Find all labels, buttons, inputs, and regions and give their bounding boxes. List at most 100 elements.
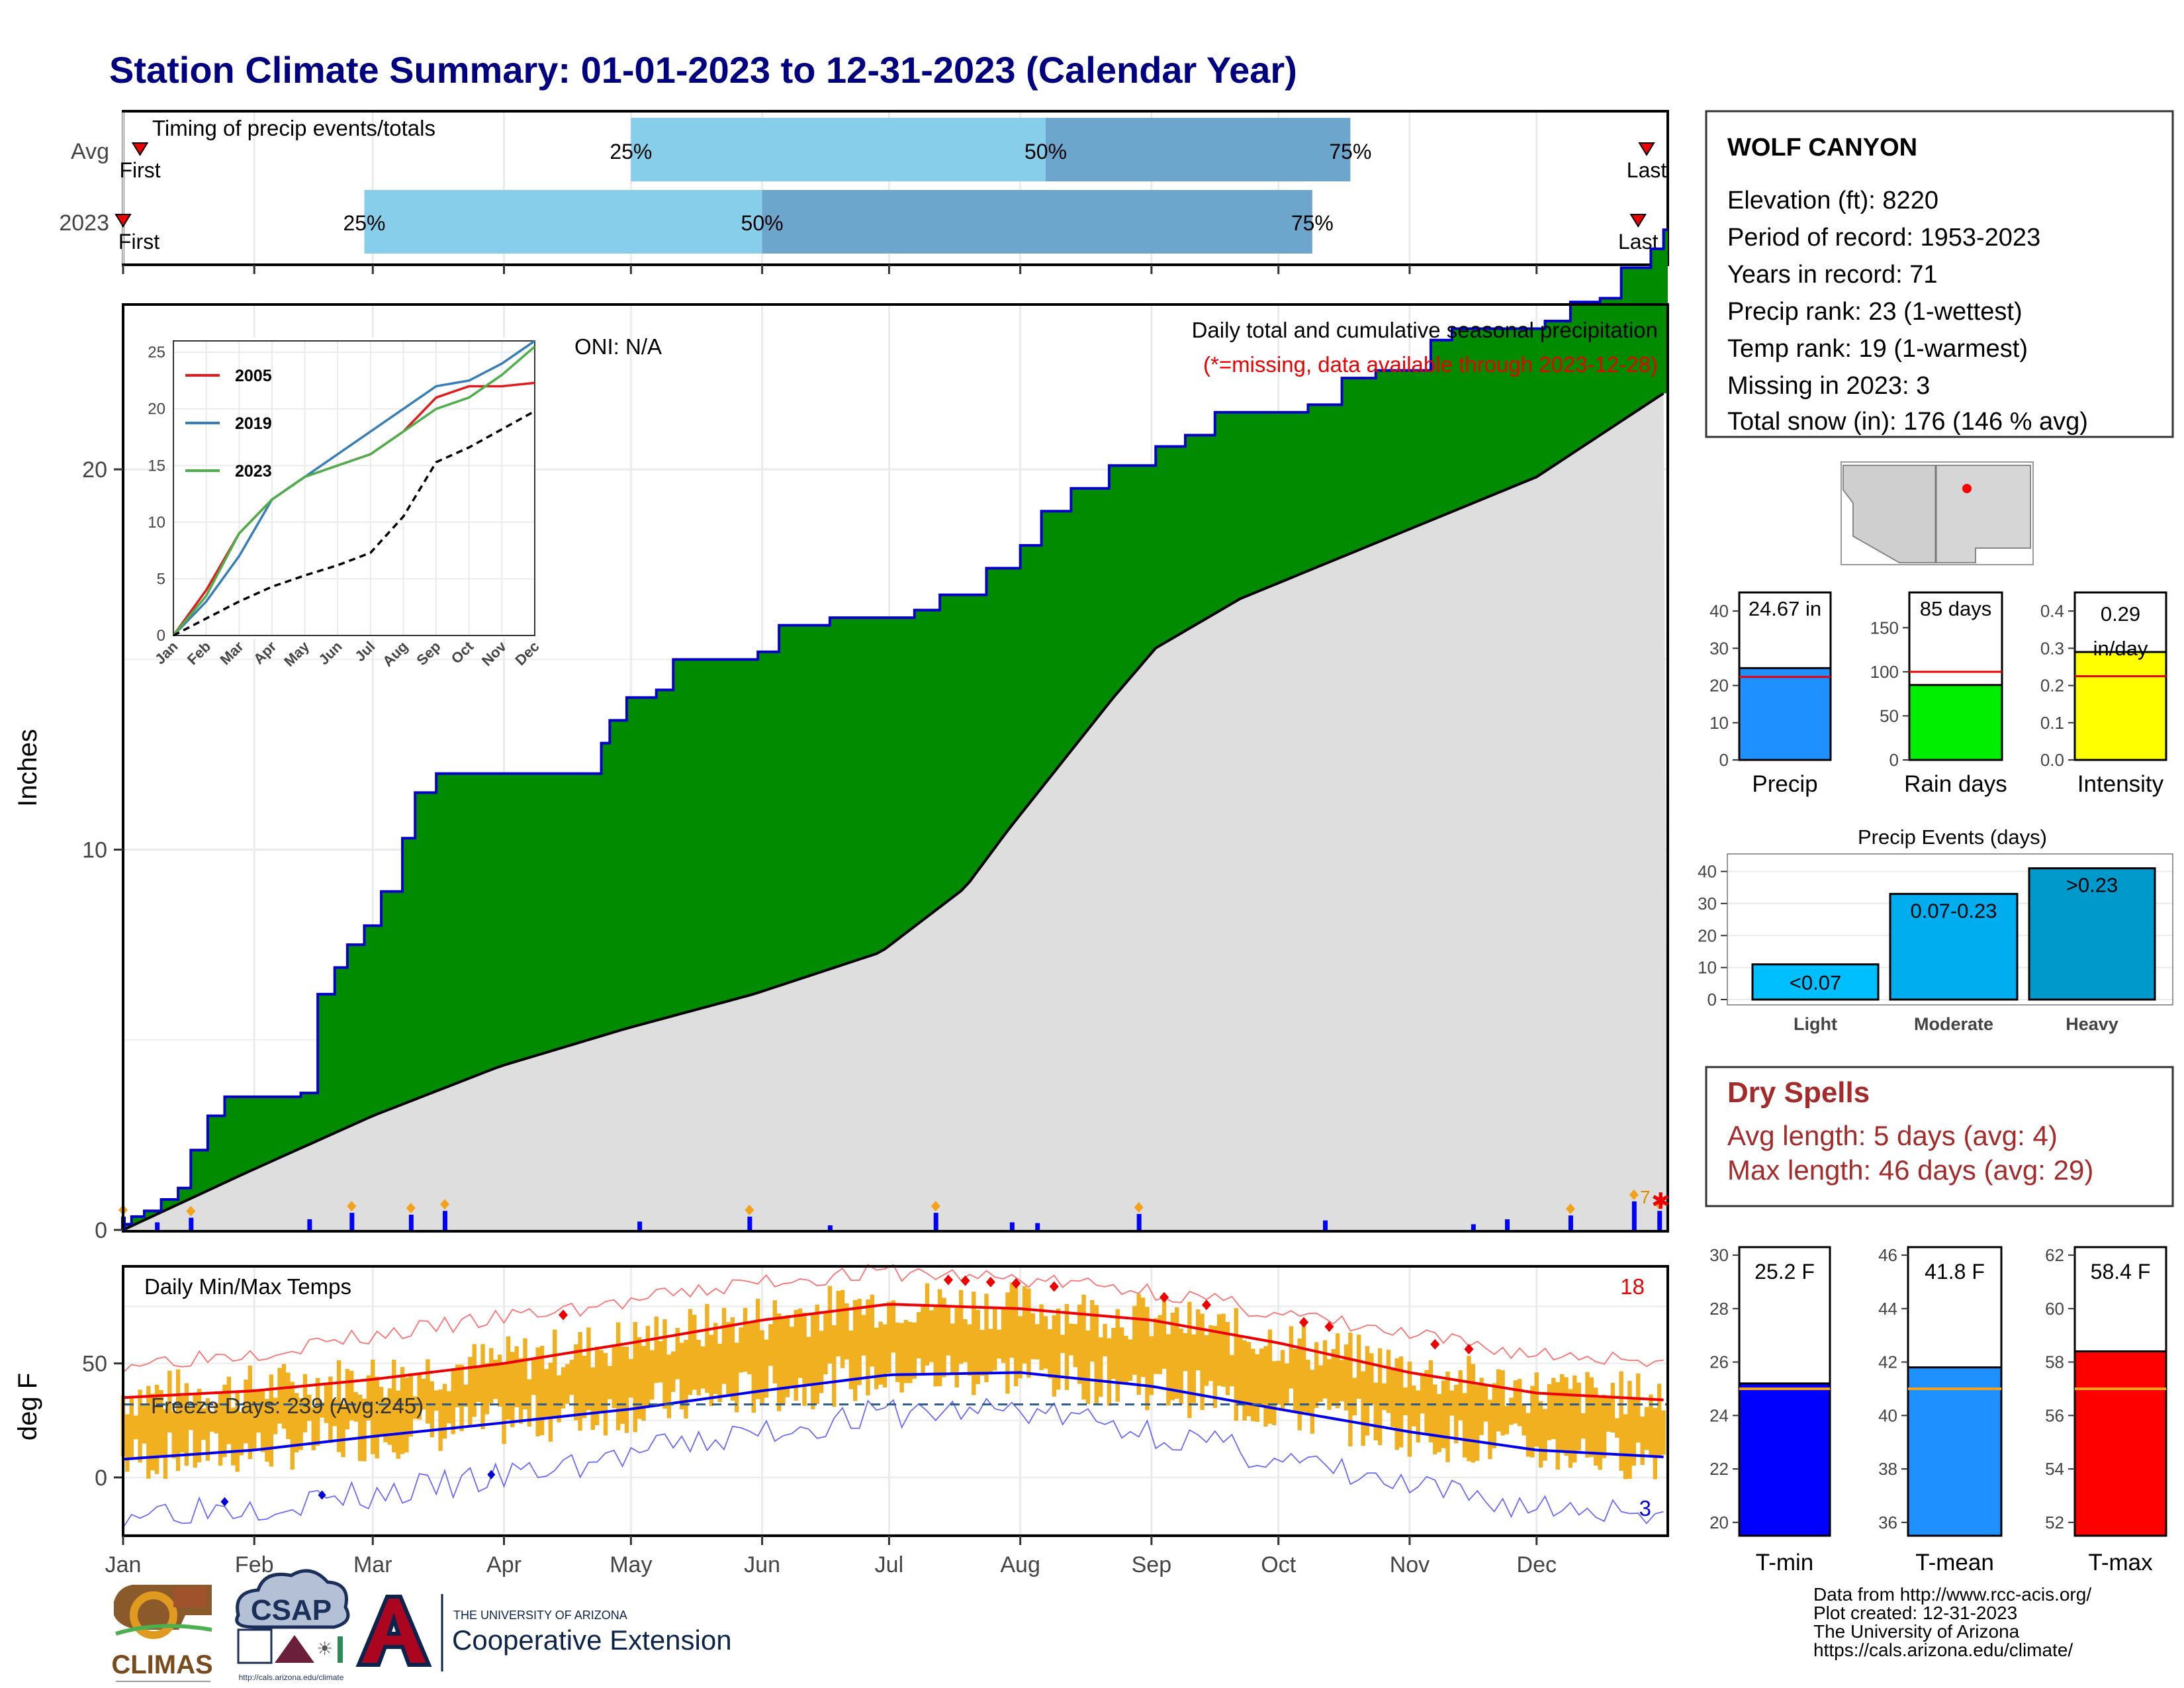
- snow-marker: [1134, 1201, 1144, 1213]
- month-label: Nov: [1390, 1552, 1430, 1577]
- events-frame: [1727, 853, 2173, 1006]
- temp-panel-title: Daily Min/Max Temps: [144, 1274, 351, 1299]
- daily-precip-bar: [1009, 1222, 1015, 1230]
- location-map: [1841, 461, 2034, 565]
- oni-label: ONI: N/A: [574, 334, 662, 359]
- snow-marker: [745, 1204, 754, 1215]
- svg-text:☀: ☀: [316, 1638, 333, 1659]
- events-tick-label: 20: [1698, 925, 1717, 945]
- new-mexico-shape: [1935, 465, 2031, 563]
- temp-bar-tick-label: 22: [1709, 1459, 1729, 1479]
- month-label: Aug: [1000, 1552, 1040, 1577]
- record-low-marker: [318, 1490, 326, 1500]
- record-high-marker: [1299, 1317, 1309, 1328]
- footer-line-3: The University of Arizona: [1813, 1621, 2020, 1642]
- csap-logo-url: http://cals.arizona.edu/climate: [239, 1673, 344, 1682]
- summary-bar-tick-label: 0.0: [2040, 750, 2064, 770]
- daily-precip-bar: [349, 1213, 355, 1230]
- temp-bar-tick-label: 30: [1709, 1245, 1729, 1265]
- summary-bar-value: 85 days: [1920, 597, 1992, 620]
- precip-events-chart: Precip Events (days) 0 10 20 30 40 <0.07 Light…: [1698, 825, 2173, 1034]
- summary-bar-tick-label: 0.4: [2040, 601, 2064, 621]
- temp-y-axis-label: deg F: [13, 1373, 42, 1440]
- footer-line-2: Plot created: 12-31-2023: [1813, 1603, 2017, 1623]
- events-bar-label: >0.23: [2066, 874, 2118, 897]
- inset-y-tick-label: 20: [148, 400, 165, 418]
- temp-bar-label: T-mean: [1915, 1550, 1994, 1575]
- snow-marker: [347, 1201, 357, 1212]
- summary-bar-fill: [1908, 684, 2003, 761]
- temperature-bars: 20 22 24 26 28 30 25.2 F T-min 36 38 40 42 44 46 41.8 …: [1709, 1245, 2167, 1575]
- events-bar: [1751, 963, 1880, 1001]
- dry-spells-box: Dry Spells Avg length: 5 days (avg: 4) M…: [1705, 1066, 2174, 1207]
- summary-bar-tick-label: 0: [1889, 750, 1899, 770]
- summary-bar-value: 24.67 in: [1749, 597, 1821, 620]
- inset-y-tick-label: 5: [157, 570, 165, 588]
- inset-legend-label: 2023: [235, 462, 272, 481]
- temp-bar-tick-label: 44: [1878, 1299, 1897, 1319]
- temp-bar-tick-label: 26: [1709, 1352, 1729, 1372]
- month-label: Jul: [875, 1552, 903, 1577]
- dry-spells-max: Max length: 46 days (avg: 29): [1727, 1154, 2093, 1186]
- summary-bar-tick-label: 0.3: [2040, 638, 2064, 658]
- record-high-line: [122, 1264, 1664, 1374]
- missing-note: (*=missing, data available through 2023-…: [1203, 352, 1658, 377]
- snow-marker: [1565, 1203, 1575, 1215]
- temp-bar-tick-label: 60: [2045, 1299, 2064, 1319]
- daily-precip-bar: [1568, 1215, 1573, 1230]
- timing-bar-50-75: [762, 190, 1312, 254]
- record-high-marker: [1430, 1338, 1440, 1350]
- inset-series-line: [173, 410, 535, 637]
- temp-bar-value: 25.2 F: [1754, 1260, 1815, 1284]
- summary-bar-tick-label: 30: [1709, 638, 1729, 658]
- summary-bar-tick-label: 150: [1870, 618, 1899, 637]
- record-high-marker: [985, 1276, 995, 1288]
- csap-logo-text: CSAP: [251, 1594, 332, 1626]
- timing-pct50-label: 50%: [741, 211, 784, 235]
- freeze-days-label: Freeze Days: 239 (Avg:245): [151, 1393, 424, 1418]
- timing-bar-50-75: [1046, 118, 1351, 181]
- events-category-label: Light: [1794, 1014, 1837, 1034]
- summary-bar-label: Rain days: [1904, 771, 2007, 797]
- summary-bar-tick-label: 50: [1880, 706, 1899, 726]
- above-average-area: [123, 230, 1668, 1230]
- summary-bar-tick-label: 0.1: [2040, 713, 2064, 733]
- temp-bar-tick-label: 28: [1709, 1299, 1729, 1319]
- inset-frame: [173, 340, 535, 636]
- daily-precip-bar: [933, 1213, 938, 1230]
- ua-logo: THE UNIVERSITY OF ARIZONA Cooperative Ex…: [355, 1594, 732, 1671]
- summary-bar-fill: [2073, 651, 2167, 761]
- timing-panel: Timing of precip events/totals Avg 2023 …: [59, 110, 1669, 274]
- dry-spells-title: Dry Spells: [1727, 1076, 1870, 1109]
- inset-legend-label: 2005: [235, 367, 272, 385]
- summary-bar-value-unit: in/day: [2093, 637, 2148, 660]
- temp-bar-fill: [2073, 1350, 2167, 1537]
- timing-row-2023-label: 2023: [59, 211, 109, 236]
- summary-bar-fill: [1738, 667, 1832, 761]
- station-missing: Missing in 2023: 3: [1727, 372, 1930, 400]
- temp-bar-tick-label: 36: [1878, 1513, 1897, 1532]
- summary-bar-tick-label: 20: [1709, 676, 1729, 696]
- footer-line-4: https://cals.arizona.edu/climate/: [1813, 1640, 2073, 1660]
- month-label: Oct: [1261, 1552, 1296, 1577]
- summary-bar-label: Precip: [1752, 771, 1817, 797]
- events-title: Precip Events (days): [1858, 825, 2047, 849]
- temp-bar-tick-label: 58: [2045, 1352, 2064, 1372]
- events-tick-label: 40: [1698, 862, 1717, 882]
- timing-bar-25-50: [631, 118, 1046, 181]
- inset-y-tick-label: 0: [157, 627, 165, 645]
- missing-star: ✱: [1651, 1189, 1670, 1214]
- station-years: Years in record: 71: [1727, 261, 1938, 289]
- summary-bar-tick-label: 0: [1719, 750, 1729, 770]
- events-bar-label: 0.07-0.23: [1911, 899, 1997, 922]
- timing-pct25-label: 25%: [610, 140, 652, 164]
- climas-logo-text: CLIMAS: [111, 1650, 212, 1679]
- footer-credits: Data from http://www.rcc-acis.org/ Plot …: [1813, 1584, 2091, 1660]
- snow-marker: [1655, 1199, 1664, 1210]
- timing-bar-25-50: [364, 190, 762, 254]
- record-low-marker: [220, 1497, 229, 1507]
- daily-precip-bar: [442, 1211, 447, 1230]
- precip-y-tick-label: 20: [82, 457, 107, 483]
- month-axis: Jan Feb Mar Apr May Jun Jul Aug Sep Oct Nov Dec: [105, 1536, 1557, 1577]
- last-event-marker: [1629, 214, 1647, 228]
